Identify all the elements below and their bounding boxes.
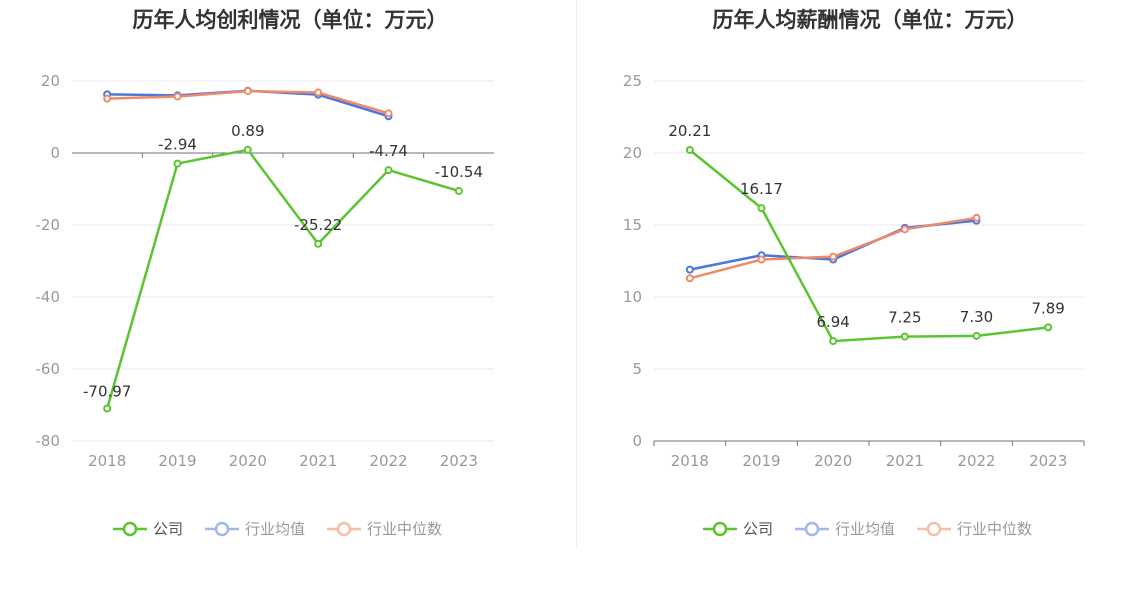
legend-right: 公司 行业均值 行业中位数 xyxy=(703,518,1032,539)
salary-x-tick-label: 2019 xyxy=(742,452,780,470)
salary-y-tick-label: 25 xyxy=(623,72,642,90)
profit-x-tick-label: 2022 xyxy=(369,452,407,470)
profit-series-company-point xyxy=(384,166,393,175)
salary-data-label: 7.25 xyxy=(888,309,921,327)
profit-data-label: -70.97 xyxy=(83,382,131,400)
profit-series-company-point xyxy=(314,239,323,248)
profit-series-company-line xyxy=(105,148,460,409)
salary-data-label: 20.21 xyxy=(668,122,711,140)
profit-series-industry-median-point xyxy=(243,87,252,96)
legend-line-circle-icon xyxy=(917,521,952,536)
profit-x-tick-label: 2019 xyxy=(158,452,196,470)
salary-data-label: 16.17 xyxy=(740,180,783,198)
panel-divider xyxy=(576,0,577,549)
legend-line-circle-icon xyxy=(113,521,147,536)
profit-series-industry-median-point xyxy=(384,109,393,118)
legend-item-industry-median[interactable]: 行业中位数 xyxy=(327,518,442,539)
legend-label: 行业均值 xyxy=(835,520,896,538)
legend-line-circle-icon xyxy=(205,521,240,536)
legend-label: 行业中位数 xyxy=(367,520,443,538)
salary-y-tick-label: 10 xyxy=(623,288,642,306)
legend-label: 公司 xyxy=(743,520,774,538)
profit-x-tick-label: 2023 xyxy=(440,452,478,470)
chart-title-left: 历年人均创利情况（单位：万元） xyxy=(132,8,448,32)
profit-x-tick-label: 2018 xyxy=(88,452,126,470)
profit-data-label: -4.74 xyxy=(369,142,408,160)
salary-series-industry-median-point xyxy=(972,213,981,222)
salary-x-tick-label: 2020 xyxy=(814,452,852,470)
legend-label: 行业中位数 xyxy=(957,520,1033,538)
legend-item-industry-mean[interactable]: 行业均值 xyxy=(205,518,305,539)
profit-y-tick-label: -60 xyxy=(36,360,61,378)
profit-x-tick-label: 2021 xyxy=(299,452,337,470)
salary-series-company-point xyxy=(900,332,909,341)
salary-y-tick-label: 5 xyxy=(632,360,642,378)
salary-data-label: 6.94 xyxy=(816,313,849,331)
profit-y-tick-label: 20 xyxy=(41,72,60,90)
salary-y-tick-label: 15 xyxy=(623,216,642,234)
salary-x-tick-label: 2018 xyxy=(671,452,709,470)
salary-x-tick-label: 2021 xyxy=(886,452,924,470)
profit-x-tick-label: 2020 xyxy=(229,452,267,470)
legend-label: 行业均值 xyxy=(245,520,306,538)
profit-data-label: -25.22 xyxy=(294,216,342,234)
legend-left: 公司 行业均值 行业中位数 xyxy=(113,518,442,539)
legend-item-company[interactable]: 公司 xyxy=(703,518,773,539)
profit-series-company-point xyxy=(103,404,112,413)
profit-series-industry-median-point xyxy=(103,94,112,103)
profit-series-industry-median-point xyxy=(314,88,323,97)
salary-data-label: 7.89 xyxy=(1031,299,1064,317)
profit-data-label: -10.54 xyxy=(435,163,483,181)
salary-x-tick-label: 2023 xyxy=(1029,452,1067,470)
profit-series-company-point xyxy=(243,145,252,154)
salary-y-tick-label: 0 xyxy=(632,432,642,450)
profit-data-label: -2.94 xyxy=(158,136,197,154)
profit-y-tick-label: -40 xyxy=(36,288,61,306)
profit-series-industry-median-point xyxy=(173,92,182,101)
salary-series-industry-median-point xyxy=(685,274,694,283)
salary-series-company-point xyxy=(1044,323,1053,332)
legend-line-circle-icon xyxy=(327,521,362,536)
salary-series-industry-median-point xyxy=(900,225,909,234)
salary-x-tick-label: 2022 xyxy=(957,452,995,470)
salary-series-industry-median-point xyxy=(829,252,838,261)
legend-line-circle-icon xyxy=(703,521,737,536)
legend-item-industry-median[interactable]: 行业中位数 xyxy=(917,518,1032,539)
salary-series-company-point xyxy=(685,145,694,154)
profit-y-tick-label: -80 xyxy=(36,432,61,450)
profit-data-label: 0.89 xyxy=(231,122,264,140)
profit-series-company-point xyxy=(173,159,182,168)
profit-chart: 20 0 -20 -40 -60 -80 2018 2019 2020 2021 2022 2023 -… xyxy=(36,72,494,470)
chart-title-right: 历年人均薪酬情况（单位：万元） xyxy=(712,8,1028,32)
salary-y-tick-label: 20 xyxy=(623,144,642,162)
salary-series-company-point xyxy=(829,337,838,346)
profit-y-tick-label: 0 xyxy=(50,144,60,162)
salary-chart: 25 20 15 10 5 0 2018 2019 2020 2021 2022 2023 20.21 1… xyxy=(623,72,1085,470)
salary-series-industry-median-line xyxy=(689,216,977,280)
legend-item-company[interactable]: 公司 xyxy=(113,518,183,539)
salary-series-industry-mean-point xyxy=(685,265,694,274)
salary-series-company-point xyxy=(972,331,981,340)
profit-series-company-point xyxy=(454,186,463,195)
profit-y-tick-label: -20 xyxy=(36,216,61,234)
legend-line-circle-icon xyxy=(795,521,830,536)
legend-item-industry-mean[interactable]: 行业均值 xyxy=(795,518,895,539)
salary-series-company-line xyxy=(689,149,1049,343)
legend-label: 公司 xyxy=(153,520,184,538)
salary-data-label: 7.30 xyxy=(960,308,993,326)
salary-series-industry-median-point xyxy=(757,255,766,264)
salary-series-company-point xyxy=(757,204,766,213)
